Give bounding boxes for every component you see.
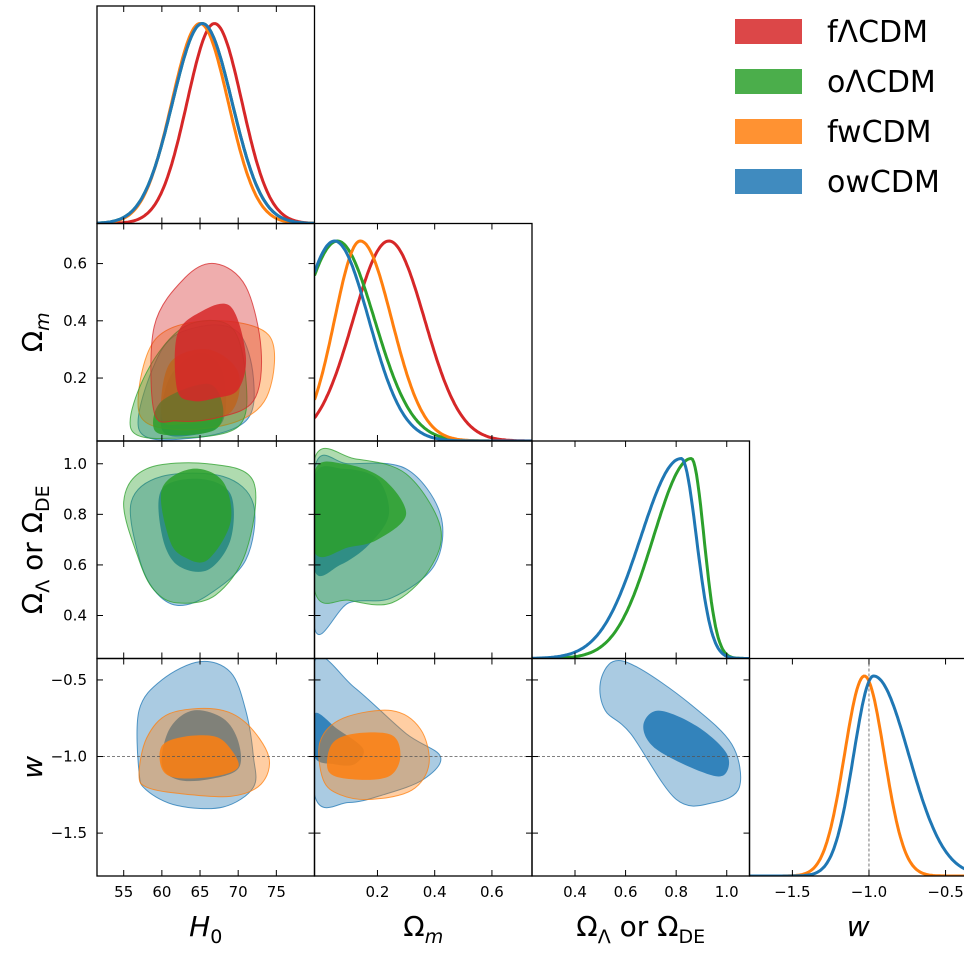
legend-swatch-fΛCDM	[735, 19, 802, 44]
x-tick-label: 0.6	[480, 883, 504, 901]
y-tick-label: 0.4	[63, 607, 87, 625]
x-tick-label: 65	[190, 883, 209, 901]
legend-swatch-fwCDM	[735, 119, 802, 144]
x-tick-label: −1.5	[774, 883, 810, 901]
y-tick-label: 0.6	[63, 255, 87, 273]
panel-frames	[96, 5, 964, 877]
marginal-OL-oΛCDM	[532, 456, 750, 659]
y-tick-label: 0.8	[63, 505, 87, 523]
legend-label: oΛCDM	[827, 65, 936, 100]
contour-inner-Om-OL-oΛCDM	[314, 461, 407, 558]
x-tick-label: 0.6	[614, 883, 638, 901]
x-tick-label: −0.5	[927, 883, 963, 901]
y-axis-label-Om: Ωm	[16, 312, 54, 352]
x-axis-label-Om: Ωm	[403, 910, 443, 948]
x-tick-label: 55	[114, 883, 133, 901]
x-tick-label: 0.4	[423, 883, 447, 901]
y-tick-label: 0.4	[63, 312, 87, 330]
y-tick-label: −1.5	[51, 824, 87, 842]
x-tick-label: 0.2	[366, 883, 390, 901]
marginal-H0-oΛCDM	[97, 21, 315, 224]
x-axis-label-w: w	[847, 910, 870, 943]
x-tick-label: 70	[229, 883, 248, 901]
x-axis-label-H0: H0	[189, 910, 222, 948]
panel-w-w	[748, 657, 964, 877]
marginal-w-owCDM	[749, 674, 964, 876]
panel-H0-H0	[96, 5, 316, 225]
y-axis-label-w: w	[16, 756, 49, 779]
x-tick-label: 1.0	[715, 883, 739, 901]
marginal-Om-fΛCDM	[314, 239, 532, 441]
y-tick-label: −0.5	[51, 671, 87, 689]
marginal-Om-fwCDM	[314, 239, 532, 441]
y-tick-label: 1.0	[63, 455, 87, 473]
legend-label: fΛCDM	[827, 15, 928, 50]
y-tick-label: 0.6	[63, 556, 87, 574]
contour-inner-Om-w-fwCDM	[326, 732, 401, 780]
contour-inner-OL-w-owCDM	[643, 710, 730, 777]
marginal-w-fwCDM	[749, 674, 964, 876]
x-axis-label-OL: ΩΛ or ΩDE	[576, 910, 705, 948]
legend-swatch-owCDM	[735, 169, 802, 194]
y-tick-label: −1.0	[51, 748, 87, 766]
contour-inner-H0-OL-oΛCDM	[160, 468, 232, 563]
y-tick-label: 0.2	[63, 369, 87, 387]
marginal-H0-fwCDM	[97, 21, 315, 224]
x-tick-label: 75	[267, 883, 286, 901]
axis-text: 55 60 65 70 75 0.2 0.4 0.6 0.4 0.6 0.8 1.0 −1.5 −1.0 −…	[16, 255, 964, 948]
legend-swatch-oΛCDM	[735, 69, 802, 94]
plot-content	[97, 21, 964, 876]
x-tick-label: 0.8	[664, 883, 688, 901]
y-axis-label-OL: ΩΛ or ΩDE	[16, 485, 54, 614]
x-tick-label: 60	[152, 883, 171, 901]
x-tick-label: 0.4	[563, 883, 587, 901]
marginal-H0-fΛCDM	[97, 22, 315, 224]
marginal-OL-owCDM	[532, 456, 750, 659]
marginal-Om-owCDM	[314, 239, 532, 441]
x-tick-label: −1.0	[851, 883, 887, 901]
legend: fΛCDM oΛCDM fwCDM owCDM	[735, 15, 940, 200]
contour-inner-H0-Om-fΛCDM	[174, 303, 247, 402]
legend-label: fwCDM	[827, 115, 932, 150]
legend-label: owCDM	[827, 165, 940, 200]
marginal-H0-owCDM	[97, 21, 315, 224]
